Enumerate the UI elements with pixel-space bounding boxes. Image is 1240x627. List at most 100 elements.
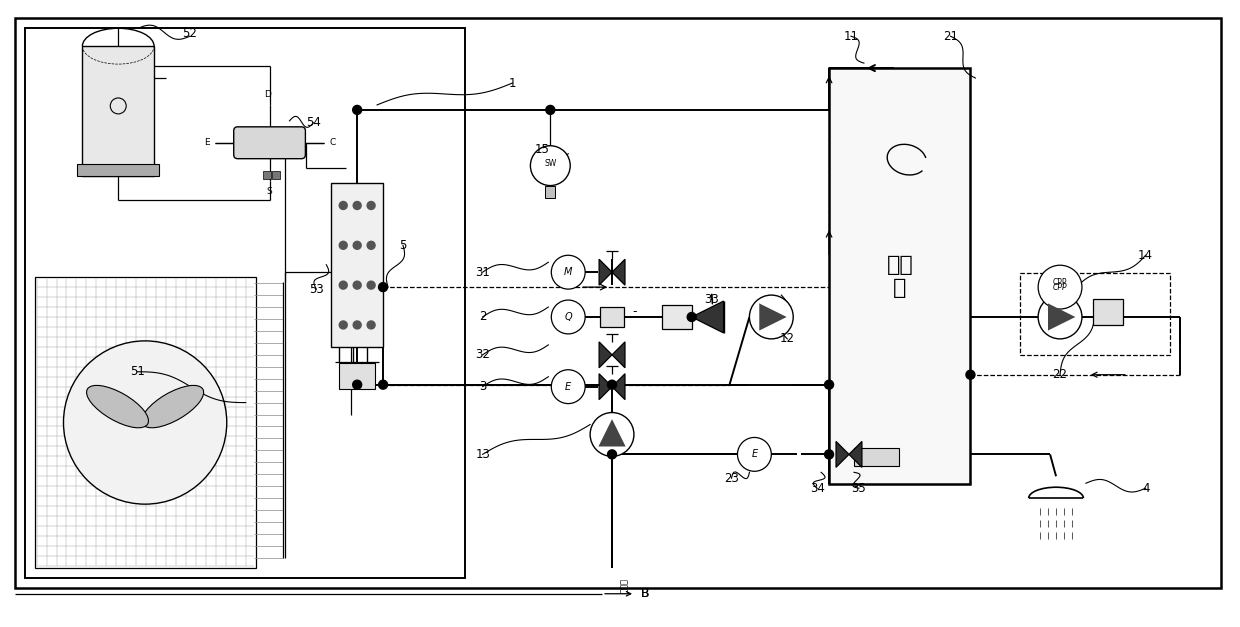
Ellipse shape <box>87 386 149 428</box>
Text: 32: 32 <box>475 349 490 361</box>
Text: E: E <box>751 450 758 460</box>
Polygon shape <box>613 374 625 399</box>
Text: B: B <box>641 587 649 600</box>
Circle shape <box>738 438 771 472</box>
Circle shape <box>590 413 634 456</box>
Circle shape <box>367 201 374 209</box>
Text: 蓄水
箱: 蓄水 箱 <box>887 255 913 298</box>
Bar <box>854 448 899 466</box>
Text: 15: 15 <box>534 143 549 156</box>
Circle shape <box>378 283 388 292</box>
Text: 54: 54 <box>306 117 321 129</box>
Circle shape <box>352 380 362 389</box>
Ellipse shape <box>141 386 203 428</box>
Text: 33: 33 <box>704 293 719 305</box>
Circle shape <box>340 281 347 289</box>
Circle shape <box>608 380 616 389</box>
Polygon shape <box>599 342 613 368</box>
Circle shape <box>353 201 361 209</box>
Bar <box>1021 273 1169 355</box>
Circle shape <box>340 241 347 250</box>
Text: 5: 5 <box>399 239 407 252</box>
Circle shape <box>608 450 616 459</box>
Text: 35: 35 <box>852 482 867 495</box>
Circle shape <box>552 370 585 404</box>
Circle shape <box>353 241 361 250</box>
Bar <box>546 186 556 198</box>
Circle shape <box>353 281 361 289</box>
Circle shape <box>353 321 361 329</box>
Polygon shape <box>692 301 723 333</box>
Text: 22: 22 <box>1053 368 1068 381</box>
Bar <box>77 164 159 176</box>
Polygon shape <box>1048 303 1075 330</box>
Bar <box>263 171 270 179</box>
FancyBboxPatch shape <box>233 127 305 159</box>
Bar <box>340 363 374 389</box>
Circle shape <box>531 145 570 186</box>
Text: 3: 3 <box>479 380 486 393</box>
Polygon shape <box>599 374 613 399</box>
Circle shape <box>63 341 227 504</box>
Text: 53: 53 <box>309 283 324 295</box>
Circle shape <box>825 380 833 389</box>
Circle shape <box>367 321 374 329</box>
Circle shape <box>825 450 833 459</box>
Text: 2: 2 <box>479 310 486 324</box>
Bar <box>662 305 692 329</box>
Polygon shape <box>613 259 625 285</box>
Text: 1: 1 <box>508 76 516 90</box>
Circle shape <box>546 105 554 114</box>
Text: E: E <box>565 382 572 392</box>
Text: C: C <box>330 139 336 147</box>
Text: 自来水: 自来水 <box>620 578 629 593</box>
Text: 52: 52 <box>182 27 197 40</box>
Text: E: E <box>205 139 210 147</box>
Text: 14: 14 <box>1138 249 1153 261</box>
Circle shape <box>552 300 585 334</box>
Polygon shape <box>599 259 613 285</box>
Circle shape <box>552 255 585 289</box>
Polygon shape <box>599 419 626 446</box>
Bar <box>830 68 971 484</box>
Circle shape <box>1038 295 1083 339</box>
Circle shape <box>687 312 696 322</box>
Text: CPP: CPP <box>1053 278 1068 287</box>
Polygon shape <box>849 441 862 467</box>
Text: SW: SW <box>544 159 557 168</box>
Circle shape <box>749 295 794 339</box>
Bar <box>1092 299 1122 325</box>
Circle shape <box>352 105 362 114</box>
Circle shape <box>367 241 374 250</box>
Bar <box>25 28 465 578</box>
Text: B: B <box>641 587 650 600</box>
Polygon shape <box>613 342 625 368</box>
Text: 51: 51 <box>130 366 145 378</box>
Circle shape <box>340 201 347 209</box>
Polygon shape <box>759 303 786 330</box>
Text: 31: 31 <box>475 266 490 278</box>
Text: 21: 21 <box>944 29 959 43</box>
Text: Q: Q <box>564 312 572 322</box>
Text: 23: 23 <box>724 472 739 485</box>
Circle shape <box>1038 265 1083 309</box>
Text: 12: 12 <box>780 332 795 345</box>
Text: 11: 11 <box>843 29 858 43</box>
Text: D: D <box>264 90 272 99</box>
Text: 13: 13 <box>475 448 490 461</box>
Bar <box>331 182 383 347</box>
Text: M: M <box>564 267 573 277</box>
Polygon shape <box>836 441 849 467</box>
Text: CPP: CPP <box>1053 283 1068 292</box>
Bar <box>600 307 624 327</box>
Bar <box>35 277 255 568</box>
Bar <box>272 171 279 179</box>
Circle shape <box>966 371 975 379</box>
Circle shape <box>367 281 374 289</box>
Text: S: S <box>267 187 273 196</box>
Text: 4: 4 <box>1142 482 1149 495</box>
Circle shape <box>378 380 388 389</box>
Bar <box>82 46 154 176</box>
Text: 34: 34 <box>810 482 825 495</box>
Text: -: - <box>632 305 636 319</box>
